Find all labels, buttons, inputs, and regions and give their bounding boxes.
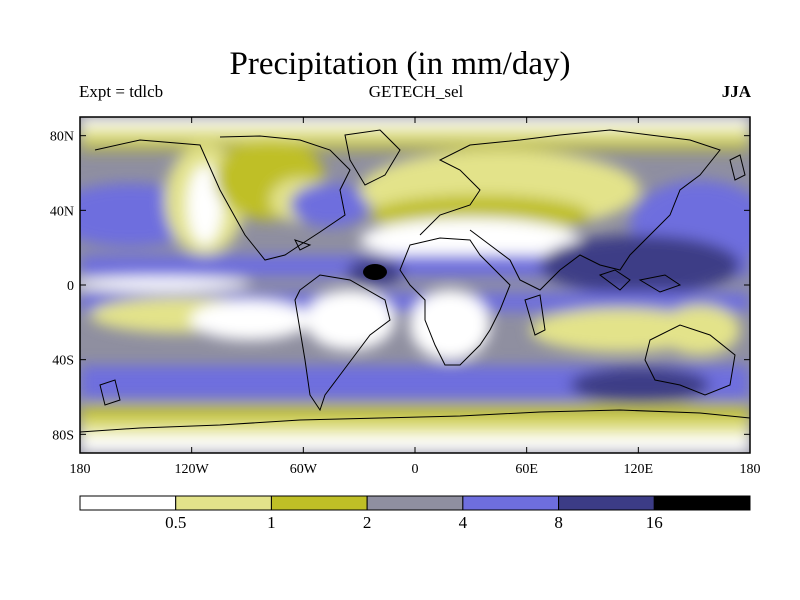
lon-tick-label: 180 (70, 462, 91, 477)
chart-title: Precipitation (in mm/day) (229, 46, 571, 82)
colorbar-label: 4 (459, 513, 468, 532)
max-precip-core (363, 264, 387, 280)
lon-tick-label: 60W (290, 462, 318, 477)
precipitation-field (80, 117, 750, 453)
colorbar-swatch (653, 495, 751, 511)
lat-tick-label: 80S (52, 428, 74, 443)
lon-tick-label: 60E (515, 462, 538, 477)
colorbar-label: 2 (363, 513, 372, 532)
colorbar-swatch (366, 495, 464, 511)
axis-ticks: 80N 40N 0 40S 80S 180 120W 60W 0 60E 120E 180 (50, 117, 761, 477)
colorbar-swatch (558, 495, 655, 511)
colorbar-label: 16 (646, 513, 663, 532)
lon-tick-label: 180 (740, 462, 761, 477)
lon-tick-label: 120E (624, 462, 654, 477)
dataset-label: GETECH_sel (368, 82, 464, 101)
lon-tick-label: 0 (412, 462, 419, 477)
colorbar-label: 0.5 (165, 513, 186, 532)
colorbar-swatch (79, 495, 177, 511)
season-label: JJA (721, 82, 751, 101)
coastlines (80, 129, 750, 433)
colorbar-swatch (270, 495, 368, 511)
colorbar-swatch (175, 495, 272, 511)
lat-tick-label: 40S (52, 354, 74, 369)
experiment-label: Expt = tdlcb (79, 82, 164, 101)
lat-tick-label: 40N (50, 204, 74, 219)
colorbar: 0.5 1 2 4 8 16 (79, 495, 751, 532)
lon-tick-label: 120W (175, 462, 210, 477)
colorbar-label: 1 (267, 513, 276, 532)
lat-tick-label: 0 (67, 279, 74, 294)
colorbar-swatch (462, 495, 560, 511)
colorbar-label: 8 (554, 513, 563, 532)
lat-tick-label: 80N (50, 130, 74, 145)
